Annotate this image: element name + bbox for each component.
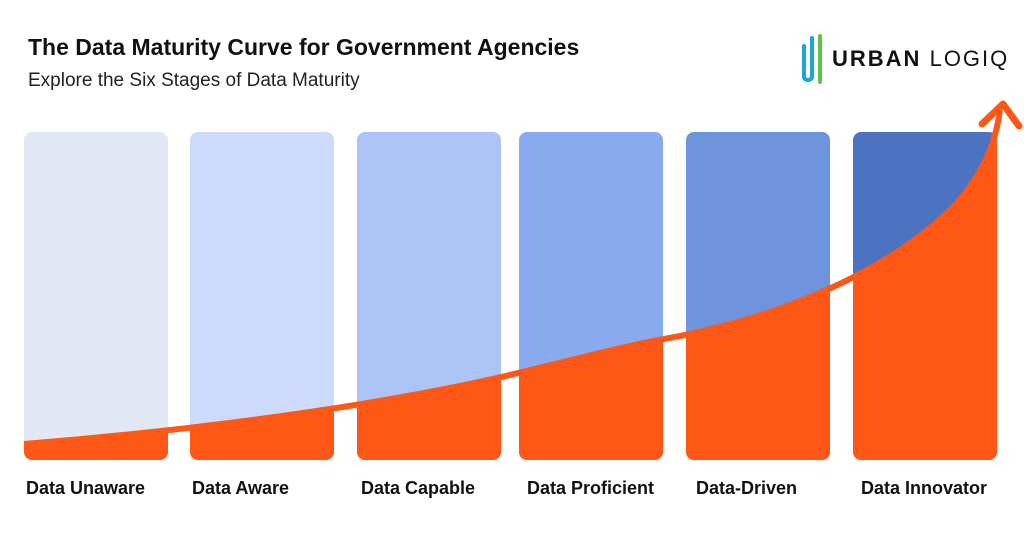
stage-label: Data Capable <box>361 478 476 498</box>
stage-bar <box>190 132 334 460</box>
logo-text-bold: URBAN <box>832 46 922 71</box>
stage-bar <box>357 132 501 460</box>
maturity-curve-line <box>23 109 1003 447</box>
page-title: The Data Maturity Curve for Government A… <box>28 34 580 60</box>
arrow-head-icon <box>978 100 1023 130</box>
stage-bar <box>24 132 168 460</box>
logo-text-light: LOGIQ <box>929 46 1010 71</box>
stage-label: Data Innovator <box>861 478 988 498</box>
stage-label: Data Proficient <box>527 478 655 498</box>
page-subtitle: Explore the Six Stages of Data Maturity <box>28 70 360 91</box>
stage-label: Data-Driven <box>696 478 798 498</box>
stage-label: Data Aware <box>192 478 290 498</box>
urban-logiq-logo: URBAN LOGIQ <box>798 34 1009 84</box>
logo-mark-icon <box>802 34 822 84</box>
curve-fill-area <box>24 132 997 460</box>
logo-text: URBAN LOGIQ <box>832 46 1009 72</box>
stage-label: Data Unaware <box>26 478 146 498</box>
